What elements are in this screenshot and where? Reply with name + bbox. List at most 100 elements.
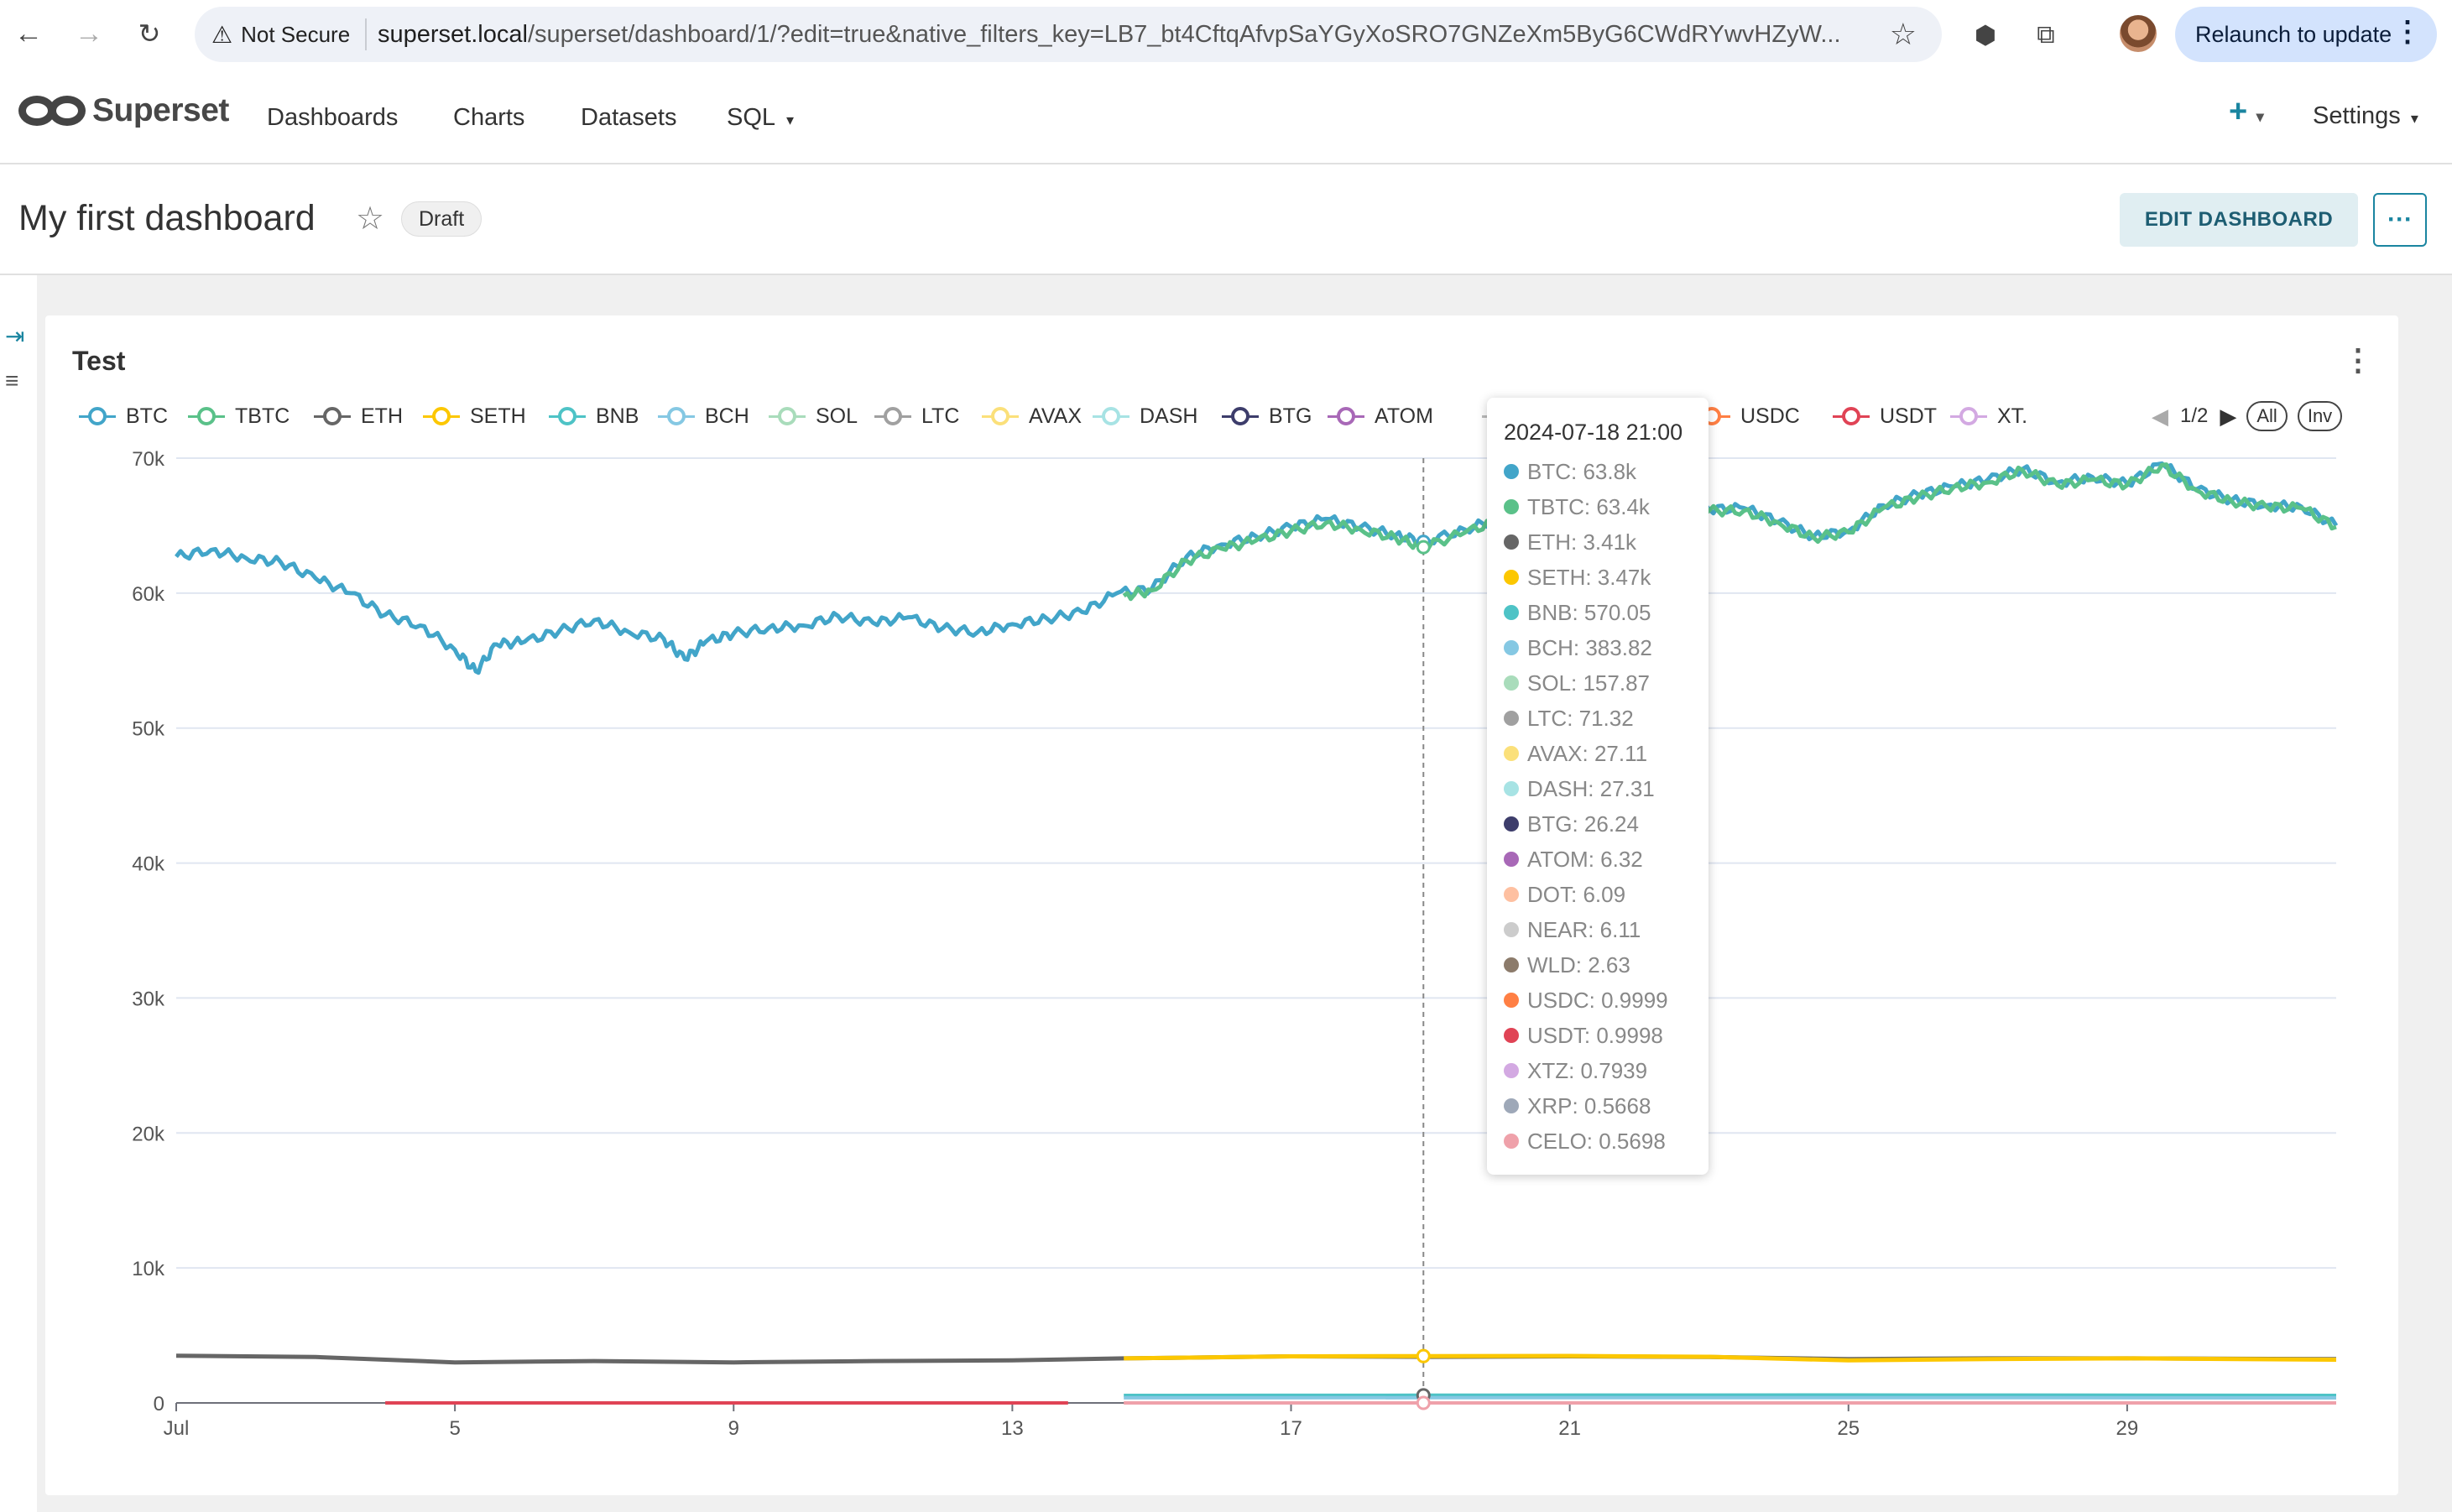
forward-icon[interactable]: → — [75, 17, 103, 50]
not-secure-label: Not Secure — [241, 21, 351, 47]
series-dot-icon — [1504, 746, 1519, 761]
status-badge[interactable]: Draft — [401, 201, 483, 237]
tooltip-value: ETH: 3.41k — [1527, 529, 1637, 555]
kebab-menu-icon[interactable]: ⋮ — [2393, 16, 2422, 48]
legend-item-usdt[interactable]: USDT — [1833, 399, 1937, 433]
nav-dashboards[interactable]: Dashboards — [267, 104, 399, 131]
edit-dashboard-button[interactable]: EDIT DASHBOARD — [2120, 193, 2358, 247]
series-dot-icon — [1504, 816, 1519, 832]
legend-item-btg[interactable]: BTG — [1222, 399, 1312, 433]
profile-avatar[interactable] — [2120, 15, 2157, 52]
legend-label: USDT — [1880, 404, 1938, 428]
nav-datasets[interactable]: Datasets — [581, 104, 677, 131]
legend-select-all-button[interactable]: All — [2246, 401, 2288, 431]
warning-icon: ⚠ — [211, 21, 233, 48]
tooltip-row: BCH: 383.82 — [1504, 630, 1692, 665]
legend-label: ETH — [361, 404, 403, 428]
x-tick-label: 21 — [1558, 1417, 1581, 1440]
chart-menu-icon[interactable]: ⋮ — [2343, 342, 2373, 377]
legend-item-btc[interactable]: BTC — [79, 399, 168, 433]
line-chart[interactable]: 0 10k 20k 30k 40k 50k 60k 70k Jul 5 9 13 17 21 25 29 — [45, 315, 2398, 1495]
legend-marker-icon — [188, 405, 225, 427]
tooltip-value: WLD: 2.63 — [1527, 952, 1630, 978]
chart-title[interactable]: Test — [72, 346, 126, 376]
app-header: Superset Dashboards Charts Datasets SQL … — [0, 69, 2452, 164]
legend-item-sol[interactable]: SOL — [769, 399, 858, 433]
series-dot-icon — [1504, 675, 1519, 691]
back-icon[interactable]: ← — [14, 17, 43, 50]
legend-item-eth[interactable]: ETH — [314, 399, 403, 433]
legend-marker-icon — [658, 405, 695, 427]
nav-sql[interactable]: SQL ▾ — [727, 104, 794, 132]
tooltip-value: DOT: 6.09 — [1527, 881, 1626, 907]
tooltip-row: ATOM: 6.32 — [1504, 842, 1692, 877]
legend-item-usdc[interactable]: USDC — [1693, 399, 1800, 433]
legend-item-xt[interactable]: XT. — [1950, 399, 2027, 433]
tooltip-value: BNB: 570.05 — [1527, 599, 1651, 625]
legend-label: BCH — [705, 404, 749, 428]
legend-marker-icon — [1328, 405, 1364, 427]
legend-marker-icon — [769, 405, 806, 427]
chart-card: Test ⋮ 0 10k 20k 30k 40k 50k 60k 70k Jul 5 9 13 17 21… — [45, 315, 2398, 1495]
legend-label: SETH — [470, 404, 526, 428]
legend-marker-icon — [423, 405, 460, 427]
url-text[interactable]: superset.local/superset/dashboard/1/?edi… — [378, 21, 1871, 49]
y-tick-label: 10k — [132, 1258, 165, 1280]
legend-item-ltc[interactable]: LTC — [874, 399, 959, 433]
legend-item-seth[interactable]: SETH — [423, 399, 526, 433]
filter-icon[interactable]: ≡ — [5, 368, 19, 394]
extensions-puzzle-icon[interactable]: ⧉ — [2037, 21, 2055, 49]
tooltip-value: CELO: 0.5698 — [1527, 1128, 1666, 1154]
nav-charts[interactable]: Charts — [453, 104, 525, 131]
legend-item-atom[interactable]: ATOM — [1328, 399, 1433, 433]
url-host: superset.local — [378, 21, 528, 48]
legend-item-tbtc[interactable]: TBTC — [188, 399, 290, 433]
browser-toolbar: ← → ↻ ⚠ Not Secure superset.local/supers… — [0, 0, 2452, 69]
dashboard-title[interactable]: My first dashboard — [18, 198, 316, 238]
legend-prev-icon[interactable]: ◀ — [2152, 403, 2168, 429]
legend-item-dash[interactable]: DASH — [1093, 399, 1197, 433]
y-tick-label: 70k — [132, 448, 165, 471]
bookmark-star-icon[interactable]: ☆ — [1889, 17, 1917, 51]
x-tick-label: 13 — [1001, 1417, 1024, 1440]
legend-next-icon[interactable]: ▶ — [2220, 403, 2237, 429]
legend-item-bch[interactable]: BCH — [658, 399, 749, 433]
series-line-bnb — [1124, 1393, 2337, 1397]
relaunch-button[interactable]: Relaunch to update ⋮ — [2175, 7, 2437, 62]
reload-icon[interactable]: ↻ — [138, 18, 161, 49]
tooltip-value: SETH: 3.47k — [1527, 564, 1651, 590]
security-chip[interactable]: ⚠ Not Secure — [211, 18, 368, 50]
address-bar[interactable]: ⚠ Not Secure superset.local/superset/das… — [195, 7, 1942, 62]
series-dot-icon — [1504, 1098, 1519, 1113]
series-dot-icon — [1504, 957, 1519, 972]
hover-point — [1416, 1348, 1431, 1363]
extension-shield-icon[interactable]: ⬢ — [1974, 21, 1997, 50]
x-tick-label: 9 — [728, 1417, 739, 1440]
plus-icon: + — [2229, 94, 2248, 129]
legend-label: USDC — [1740, 404, 1800, 428]
expand-filters-icon[interactable]: ⇥ — [5, 323, 25, 349]
series-dot-icon — [1504, 570, 1519, 585]
favorite-star-icon[interactable]: ☆ — [356, 201, 385, 237]
chart-tooltip: 2024-07-18 21:00 BTC: 63.8k TBTC: 63.4k ET… — [1487, 398, 1709, 1175]
caret-down-icon: ▾ — [2410, 110, 2418, 127]
superset-logo[interactable]: Superset — [18, 92, 229, 129]
settings-menu[interactable]: Settings ▾ — [2313, 102, 2418, 130]
legend-invert-button[interactable]: Inv — [2297, 401, 2343, 431]
legend-marker-icon — [1833, 405, 1870, 427]
more-options-button[interactable]: ··· — [2373, 193, 2427, 247]
tooltip-row: CELO: 0.5698 — [1504, 1124, 1692, 1159]
legend-item-bnb[interactable]: BNB — [549, 399, 639, 433]
legend-item-avax[interactable]: AVAX — [982, 399, 1082, 433]
chart-legend: BTC TBTC ETH SETH BNB BCH SOL LTC AVAX DASH BTG ATO… — [79, 399, 2378, 433]
caret-down-icon: ▾ — [2256, 108, 2264, 125]
url-path: /superset/dashboard/1/?edit=true&native_… — [527, 21, 1841, 48]
y-tick-label: 50k — [132, 718, 165, 741]
x-tick-label: Jul — [164, 1417, 190, 1440]
legend-label: SOL — [816, 404, 858, 428]
brand-name: Superset — [92, 92, 229, 128]
series-line-btc — [175, 461, 2339, 675]
series-line-tbtc — [1122, 462, 2337, 602]
new-plus-button[interactable]: + ▾ — [2229, 94, 2264, 130]
series-dot-icon — [1504, 781, 1519, 796]
